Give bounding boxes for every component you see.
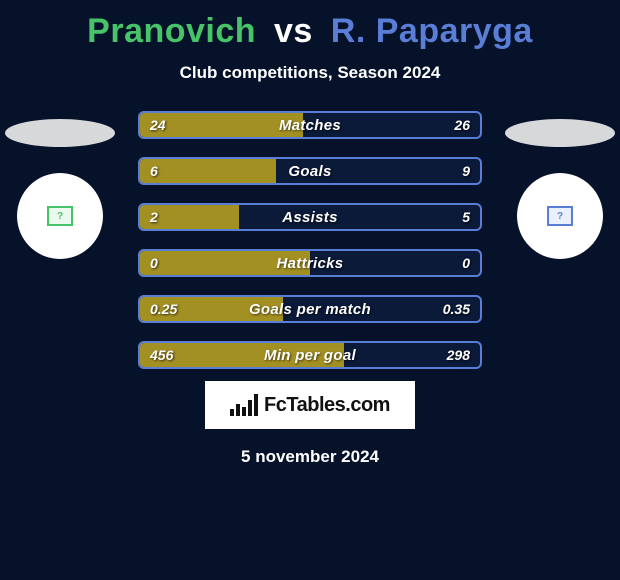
stat-bar-row: 00Hattricks [138, 249, 482, 277]
stat-bars-container: 2426Matches 69Goals 25Assists 00Hattricks 0.… [138, 111, 482, 387]
stat-bar-row: 0.250.35Goals per match [138, 295, 482, 323]
player2-shadow-ellipse [505, 119, 615, 147]
footer-date: 5 november 2024 [0, 447, 620, 467]
player1-avatar-column: ? [0, 111, 120, 259]
player2-placeholder-icon: ? [547, 206, 573, 226]
subtitle: Club competitions, Season 2024 [0, 63, 620, 83]
stat-bar-row: 2426Matches [138, 111, 482, 139]
player2-avatar: ? [517, 173, 603, 259]
stat-bar-row: 69Goals [138, 157, 482, 185]
title-player2: R. Paparyga [331, 12, 533, 50]
player1-shadow-ellipse [5, 119, 115, 147]
title-vs: vs [274, 12, 313, 50]
stat-label: Matches [140, 113, 480, 137]
comparison-content: ? ? 2426Matches 69Goals 25Assists 00Hattric… [0, 111, 620, 371]
title-player1: Pranovich [87, 12, 256, 50]
brand-chart-icon [230, 394, 258, 416]
brand-badge: FcTables.com [205, 381, 415, 429]
stat-bar-row: 25Assists [138, 203, 482, 231]
player1-avatar: ? [17, 173, 103, 259]
player2-avatar-column: ? [500, 111, 620, 259]
player1-placeholder-icon: ? [47, 206, 73, 226]
stat-label: Goals per match [140, 297, 480, 321]
stat-label: Min per goal [140, 343, 480, 367]
stat-label: Hattricks [140, 251, 480, 275]
stat-label: Assists [140, 205, 480, 229]
stat-label: Goals [140, 159, 480, 183]
page-title: Pranovich vs R. Paparyga [0, 0, 620, 51]
brand-text: FcTables.com [264, 394, 390, 417]
stat-bar-row: 456298Min per goal [138, 341, 482, 369]
